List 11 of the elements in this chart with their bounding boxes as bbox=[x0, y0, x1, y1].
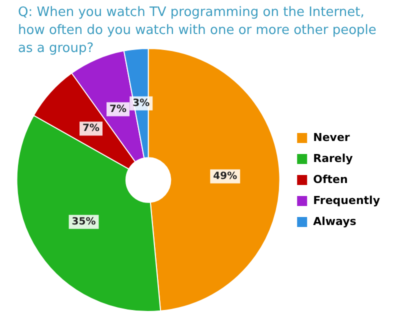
legend-label: Often bbox=[313, 172, 348, 186]
data-label: 35% bbox=[72, 216, 96, 228]
chart-title: Q: When you watch TV programming on the Internet, how often do you watch with one or more other people as a group? bbox=[18, 4, 378, 58]
legend-label: Never bbox=[313, 130, 350, 144]
data-label: 7% bbox=[110, 104, 127, 115]
data-label: 49% bbox=[213, 171, 238, 182]
data-label: 3% bbox=[132, 98, 150, 109]
legend-label: Frequently bbox=[313, 194, 380, 207]
data-label: 7% bbox=[82, 123, 100, 134]
legend-label: Always bbox=[313, 214, 357, 228]
legend-label: Rarely bbox=[313, 152, 353, 165]
